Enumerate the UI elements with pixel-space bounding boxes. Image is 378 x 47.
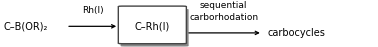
Text: Rh(I): Rh(I)	[82, 6, 104, 15]
Text: C–B(OR)₂: C–B(OR)₂	[4, 21, 48, 31]
Text: carbocycles: carbocycles	[268, 28, 325, 38]
Text: C–Rh(I): C–Rh(I)	[135, 21, 170, 31]
Text: carborhodation: carborhodation	[189, 13, 258, 22]
Text: sequential: sequential	[200, 1, 248, 10]
